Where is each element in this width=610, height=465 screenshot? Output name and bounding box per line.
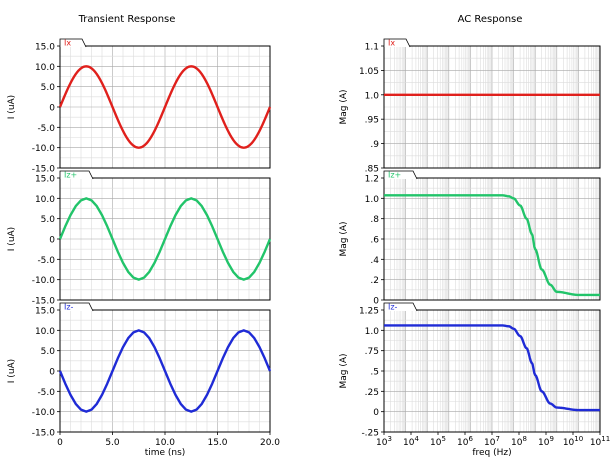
y-axis-label: I (uA) (7, 359, 17, 383)
series-line-Iz- (383, 324, 601, 412)
legend-tag (59, 170, 94, 180)
panel-ac-iz-plus: 1.2 1.0 .8 .6 .4 .2 0 Mag (A) Iz+ (339, 170, 601, 307)
grid (383, 45, 600, 169)
y-tick-label: -5.0 (37, 124, 55, 134)
y-tick-label: 1.0 (365, 195, 380, 205)
y-tick-label: .2 (370, 276, 379, 286)
y-axis-label: Mag (A) (339, 221, 349, 256)
y-tick-label: 10.0 (35, 327, 55, 337)
series-line-Iz+ (58, 197, 272, 281)
x-tick-label: 1011 (590, 435, 610, 448)
legend-label-Iz-: Iz- (64, 303, 74, 312)
y-tick-label: 0 (373, 297, 379, 307)
legend-tag (59, 302, 94, 312)
ac-title: AC Response (458, 14, 523, 25)
y-tick-label: 5.0 (41, 347, 56, 357)
series-line-Iz+ (383, 194, 601, 297)
y-tick-label: 0 (49, 236, 55, 246)
panel-ac-iz-minus: 1.25 1.0 .75 .5 .25 0 -.25 Mag (A) 103 104 105 106 1… (339, 303, 610, 459)
y-tick-label: .4 (370, 256, 379, 266)
y-tick-label: .8 (370, 215, 379, 225)
y-tick-label: .95 (365, 116, 379, 126)
x-tick-label: 20.0 (260, 438, 280, 448)
x-axis-label: freq (Hz) (472, 448, 511, 458)
x-tick-label: 104 (403, 435, 419, 448)
plot-frame (383, 45, 601, 169)
y-tick-label: -10.0 (32, 144, 56, 154)
legend-label-Ix: Ix (388, 39, 395, 48)
legend-tag (59, 38, 87, 48)
y-tick-label: -15.0 (32, 297, 56, 307)
x-tick-label: 105 (430, 435, 446, 448)
x-tick-label: 103 (376, 435, 392, 448)
y-tick-label: .9 (370, 140, 379, 150)
y-tick-label: -5.0 (37, 388, 55, 398)
legend-label-Iz+: Iz+ (64, 171, 77, 180)
y-tick-label: -10.0 (32, 408, 56, 418)
legend-label-Ix: Ix (64, 39, 71, 48)
x-tick-label: 107 (484, 435, 500, 448)
x-axis-label: time (ns) (145, 448, 186, 458)
y-tick-label: 0 (49, 368, 55, 378)
y-tick-label: -10.0 (32, 276, 56, 286)
transient-title: Transient Response (78, 14, 176, 25)
x-tick-label: 108 (511, 435, 527, 448)
y-tick-label: -15.0 (32, 429, 56, 439)
x-tick-label: 1010 (563, 435, 583, 448)
y-tick-label: 1.05 (359, 67, 379, 77)
series-line-Ix (58, 65, 272, 149)
y-tick-label: 1.25 (359, 307, 379, 317)
x-tick-label: 5.0 (105, 438, 120, 448)
y-tick-label: -15.0 (32, 165, 56, 175)
y-tick-label: .75 (365, 347, 379, 357)
y-tick-label: 10.0 (35, 63, 55, 73)
y-tick-label: 0 (49, 104, 55, 114)
y-axis-label: Mag (A) (339, 353, 349, 388)
y-tick-label: .85 (365, 165, 379, 175)
legend-label-Iz-: Iz- (388, 303, 398, 312)
panel-transient-ix: 15.0 10.0 5.0 0 -5.0 -10.0 -15.0 I (uA) Ix (7, 38, 272, 175)
legend-label-Iz+: Iz+ (388, 171, 401, 180)
y-tick-label: 15.0 (35, 43, 55, 53)
y-tick-label: -5.0 (37, 256, 55, 266)
series-line-Iz- (58, 329, 272, 413)
y-axis-label: I (uA) (7, 227, 17, 251)
y-tick-label: 1.0 (365, 91, 380, 101)
y-tick-label: 1.2 (365, 175, 379, 185)
y-tick-label: 5.0 (41, 83, 56, 93)
x-tick-label: 0 (57, 438, 63, 448)
legend-tag (383, 170, 418, 180)
y-tick-label: 5.0 (41, 215, 56, 225)
panel-ac-ix: 1.1 1.05 1.0 .95 .9 .85 Mag (A) Ix (339, 38, 601, 175)
panel-transient-iz-plus: 15.0 10.0 5.0 0 -5.0 -10.0 -15.0 I (uA) Iz+ (7, 170, 272, 307)
y-tick-label: 10.0 (35, 195, 55, 205)
y-tick-label: 15.0 (35, 307, 55, 317)
y-tick-label: .5 (370, 368, 379, 378)
y-axis-label: I (uA) (7, 95, 17, 119)
legend-tag (383, 302, 418, 312)
x-tick-label: 106 (457, 435, 473, 448)
legend-tag (383, 38, 411, 48)
x-tick-label: 109 (538, 435, 554, 448)
y-axis-label: Mag (A) (339, 89, 349, 124)
y-tick-label: -.25 (361, 429, 379, 439)
x-tick-label: 15.0 (207, 438, 227, 448)
y-tick-label: 0 (373, 408, 379, 418)
y-tick-label: 1.1 (365, 43, 379, 53)
x-tick-label: 10.0 (155, 438, 175, 448)
panel-transient-iz-minus: 15.0 10.0 5.0 0 -5.0 -10.0 -15.0 I (uA) 0 5.0 10.0… (7, 303, 280, 459)
y-tick-label: 1.0 (365, 327, 380, 337)
y-tick-label: .25 (365, 388, 379, 398)
y-tick-label: 15.0 (35, 175, 55, 185)
y-tick-label: .6 (370, 236, 379, 246)
